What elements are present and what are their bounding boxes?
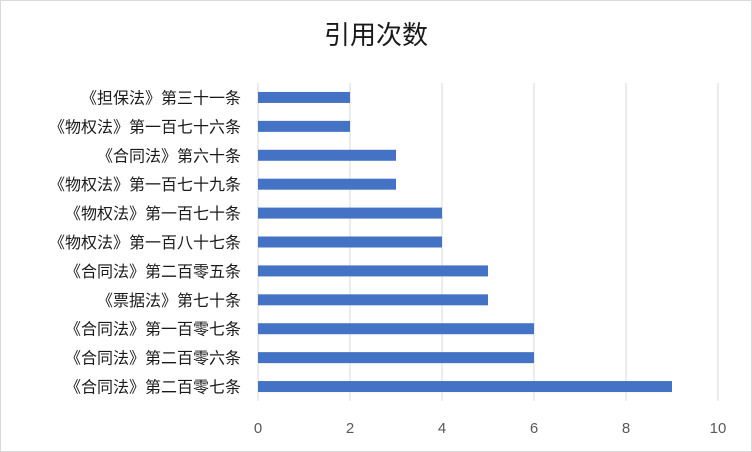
category-label: 《合同法》第二百零七条 [65, 378, 241, 397]
category-label: 《物权法》第一百七十九条 [49, 175, 241, 194]
x-tick-label: 2 [346, 420, 354, 437]
x-tick-label: 6 [530, 420, 538, 437]
bar [258, 236, 442, 248]
bar [258, 294, 488, 306]
bar [258, 352, 534, 364]
category-label: 《物权法》第一百七十条 [65, 204, 241, 223]
bar [258, 265, 488, 277]
x-tick-label: 0 [254, 420, 262, 437]
bar [258, 91, 350, 103]
category-label: 《票据法》第七十条 [97, 291, 241, 310]
x-tick-label: 8 [622, 420, 630, 437]
bar [258, 323, 534, 335]
chart-title: 引用次数 [323, 21, 428, 51]
category-label: 《物权法》第一百七十六条 [49, 117, 241, 136]
x-tick-label: 4 [438, 420, 446, 437]
x-tick-label: 10 [710, 420, 727, 437]
category-label: 《合同法》第二百零六条 [65, 349, 241, 368]
category-label: 《物权法》第一百八十七条 [49, 233, 241, 252]
bar [258, 207, 442, 219]
category-label: 《担保法》第三十一条 [81, 88, 241, 107]
bar [258, 381, 672, 393]
bar [258, 149, 396, 161]
category-label: 《合同法》第六十条 [97, 146, 241, 165]
bar [258, 120, 350, 132]
category-label: 《合同法》第二百零五条 [65, 262, 241, 281]
category-label: 《合同法》第一百零七条 [65, 320, 241, 339]
bar [258, 178, 396, 190]
